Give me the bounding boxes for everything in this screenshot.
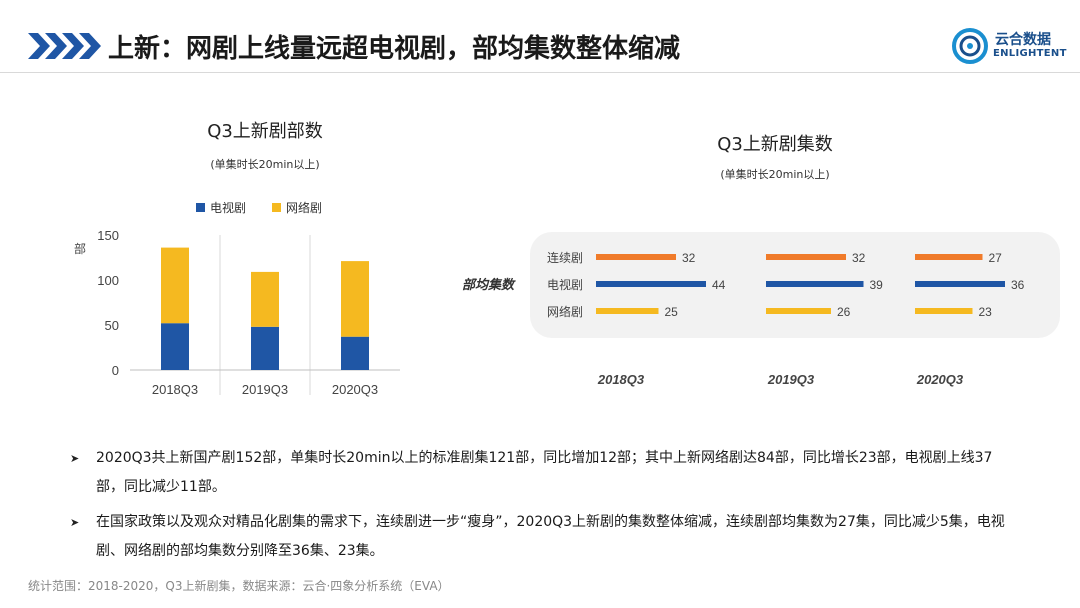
logo-text-cn: 云合数据	[995, 32, 1051, 48]
bullet-text: 2020Q3共上新国产剧152部，单集时长20min以上的标准剧集121部，同比…	[96, 450, 993, 495]
panel-label: 2020Q3	[916, 372, 964, 387]
legend-label-web: 网络剧	[286, 201, 323, 215]
data-label: 27	[989, 251, 1003, 265]
x-tick-label: 2019Q3	[242, 382, 288, 397]
bar-web	[915, 308, 973, 314]
bar-serial	[596, 254, 676, 260]
row-group-label: 部均集数	[462, 277, 516, 293]
x-tick-label: 2018Q3	[152, 382, 198, 397]
row-label: 连续剧	[547, 250, 583, 265]
panel-label: 2019Q3	[767, 372, 815, 387]
y-tick-label: 50	[105, 318, 119, 333]
bar-web	[766, 308, 831, 314]
summary-bullet: ➤ 2020Q3共上新国产剧152部，单集时长20min以上的标准剧集121部，…	[70, 444, 1010, 502]
chart1-subtitle: (单集时长20min以上)	[210, 158, 320, 171]
legend-item-web: 网络剧	[272, 199, 322, 216]
chevron-right-icon	[28, 33, 101, 59]
bar-web	[251, 271, 279, 327]
chart1-plot: 0 50 100 150 2018Q3 2019Q3 2020Q3	[97, 228, 400, 397]
legend-swatch-tv	[196, 203, 205, 212]
bullet-arrow-icon: ➤	[70, 516, 80, 529]
row-label: 网络剧	[547, 304, 583, 319]
chart1-title: Q3上新剧部数	[207, 121, 323, 142]
data-label: 39	[870, 278, 884, 292]
page-title: 上新：网剧上线量远超电视剧，部均集数整体缩减	[108, 34, 681, 64]
data-label: 36	[1011, 278, 1025, 292]
header-divider	[0, 72, 1080, 73]
header: 上新：网剧上线量远超电视剧，部均集数整体缩减 云合数据 ENLIGHTENT	[0, 0, 1080, 75]
bar-tv	[596, 281, 706, 287]
y-tick-label: 100	[97, 273, 119, 288]
data-label: 26	[837, 305, 851, 319]
y-tick-label: 0	[112, 363, 119, 378]
legend-item-tv: 电视剧	[196, 199, 246, 216]
panel-label: 2018Q3	[597, 372, 645, 387]
bar-web	[596, 308, 659, 314]
data-label: 32	[852, 251, 866, 265]
chart2-title: Q3上新剧集数	[717, 134, 833, 155]
bar-serial	[915, 254, 983, 260]
chart1-ylabel: 部	[74, 242, 87, 256]
bar-tv	[161, 323, 189, 370]
bar-tv	[341, 336, 369, 370]
summary-bullets: ➤ 2020Q3共上新国产剧152部，单集时长20min以上的标准剧集121部，…	[70, 444, 1010, 572]
bar-tv	[766, 281, 864, 287]
bar-tv	[915, 281, 1005, 287]
bar-serial	[766, 254, 846, 260]
bar-tv	[251, 326, 279, 370]
data-label: 25	[665, 305, 679, 319]
legend-label-tv: 电视剧	[210, 201, 247, 215]
legend-swatch-web	[272, 203, 281, 212]
y-tick-label: 150	[97, 228, 119, 243]
footer-source: 统计范围：2018-2020，Q3上新剧集，数据来源：云合·四象分析系统（EVA…	[28, 579, 450, 593]
bullet-text: 在国家政策以及观众对精品化剧集的需求下，连续剧进一步“瘦身”，2020Q3上新剧…	[96, 514, 1005, 559]
summary-bullet: ➤ 在国家政策以及观众对精品化剧集的需求下，连续剧进一步“瘦身”，2020Q3上…	[70, 508, 1010, 566]
chart2-subtitle: (单集时长20min以上)	[720, 168, 830, 181]
charts-canvas: 0 50 100 150 2018Q3 2019Q3 2020Q3 部均集数 连续剧电视剧网络…	[97, 228, 1060, 397]
row-label: 电视剧	[547, 277, 583, 292]
data-label: 23	[979, 305, 993, 319]
bar-web	[341, 261, 369, 337]
data-label: 32	[682, 251, 696, 265]
bullet-arrow-icon: ➤	[70, 452, 80, 465]
x-tick-label: 2020Q3	[332, 382, 378, 397]
data-label: 44	[712, 278, 726, 292]
logo-text-en: ENLIGHTENT	[993, 48, 1067, 59]
logo-icon	[952, 28, 988, 64]
bar-web	[161, 247, 189, 324]
